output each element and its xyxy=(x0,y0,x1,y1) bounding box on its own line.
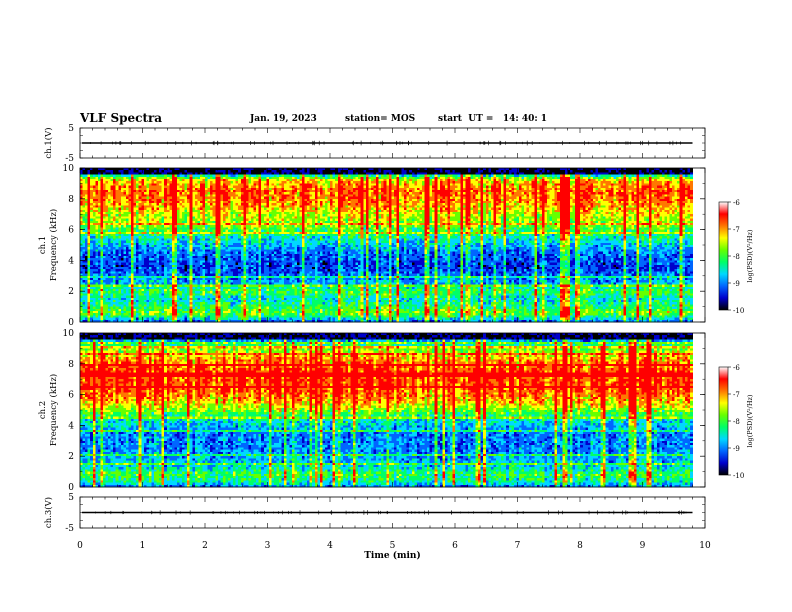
x-tick-label: 7 xyxy=(515,541,521,551)
x-tick-label: 5 xyxy=(390,541,396,551)
x-tick-label: 2 xyxy=(202,541,208,551)
colorbar-label: log(PSD)(V²/Hz) xyxy=(746,394,754,447)
x-tick-label: 10 xyxy=(699,541,711,551)
x-tick-label: 3 xyxy=(265,541,271,551)
y-tick-label: 4 xyxy=(68,256,74,266)
y-tick-label: -5 xyxy=(65,524,74,534)
y-tick-label: 5 xyxy=(68,124,74,134)
y-tick-label: 8 xyxy=(68,195,74,205)
x-tick-label: 9 xyxy=(640,541,646,551)
colorbar-tick-label: -8 xyxy=(733,253,740,261)
spectrogram-cells xyxy=(80,333,693,487)
y-axis-label: ch.1 xyxy=(38,236,48,254)
x-axis-label: Time (min) xyxy=(364,550,421,561)
ch2-spectrogram-colorbar: -6 -7 -8 -9 -10 log(PSD)(V²/Hz) xyxy=(719,364,754,480)
colorbar-tick-label: -8 xyxy=(733,418,740,426)
y-tick-label: 5 xyxy=(68,493,74,503)
ch1-voltage-panel: 5 -5 ch.1(V) xyxy=(43,124,705,164)
ch3-voltage-panel: 5 -5 ch.3(V) xyxy=(43,493,705,534)
ch1-spectrogram-colorbar: -6 -7 -8 -9 -10 log(PSD)(V²/Hz) xyxy=(719,199,754,315)
y-axis-label: ch.2 xyxy=(38,401,48,419)
y-tick-label: 2 xyxy=(68,287,74,297)
x-tick-label: 1 xyxy=(140,541,146,551)
y-tick-label: 8 xyxy=(68,360,74,370)
y-axis-label: Frequency (kHz) xyxy=(48,209,59,281)
colorbar-tick-label: -9 xyxy=(733,445,740,453)
colorbar-tick-label: -10 xyxy=(733,472,744,480)
colorbar-label: log(PSD)(V²/Hz) xyxy=(746,229,754,282)
colorbar-tick-label: -9 xyxy=(733,280,740,288)
colorbar-tick-label: -6 xyxy=(733,364,740,372)
colorbar-gradient xyxy=(719,367,728,475)
colorbar-tick-label: -7 xyxy=(733,226,740,234)
spectrogram-cells xyxy=(80,168,693,322)
x-tick-label: 0 xyxy=(77,541,83,551)
y-tick-label: 4 xyxy=(68,421,74,431)
x-tick-label: 6 xyxy=(452,541,458,551)
y-axis-label: ch.3(V) xyxy=(43,497,54,528)
y-tick-label: 10 xyxy=(63,164,75,174)
ch1-spectrogram-panel: 0 2 4 6 8 10 ch.1 Frequency (kHz) xyxy=(38,164,705,328)
colorbar-gradient xyxy=(719,202,728,310)
x-tick-label: 8 xyxy=(577,541,583,551)
y-tick-label: 2 xyxy=(68,452,74,462)
colorbar-tick-label: -7 xyxy=(733,391,740,399)
y-axis-label: Frequency (kHz) xyxy=(48,374,59,446)
y-tick-label: 6 xyxy=(68,226,74,236)
y-tick-label: 6 xyxy=(68,391,74,401)
y-tick-label: 0 xyxy=(68,483,74,493)
y-axis-label: ch.1(V) xyxy=(43,127,54,158)
y-tick-label: -5 xyxy=(65,154,74,164)
y-tick-label: 10 xyxy=(63,329,75,339)
y-tick-label: 0 xyxy=(68,318,74,328)
colorbar-tick-label: -10 xyxy=(733,307,744,315)
colorbar-tick-label: -6 xyxy=(733,199,740,207)
ch2-spectrogram-panel: 0 2 4 6 8 10 ch.2 Frequency (kHz) xyxy=(38,329,705,493)
x-tick-label: 4 xyxy=(327,541,333,551)
